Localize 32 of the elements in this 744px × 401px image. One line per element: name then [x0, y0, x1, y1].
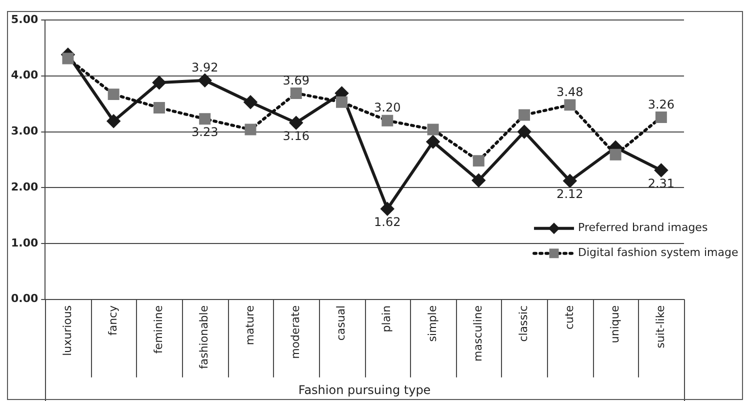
x-tick-label: luxurious: [60, 305, 74, 356]
x-tick-label: simple: [426, 305, 439, 342]
data-label: 1.62: [374, 214, 401, 229]
legend-label: Preferred brand images: [578, 221, 708, 234]
data-label: 2.12: [556, 187, 584, 202]
x-tick-label: fashionable: [198, 305, 211, 370]
x-tick-label: cute: [562, 305, 576, 330]
x-tick-label: mature: [243, 305, 256, 346]
legend-label: Digital fashion system image: [578, 246, 738, 260]
x-tick-label: casual: [334, 305, 348, 341]
x-tick-label: classic: [517, 305, 530, 342]
data-label: 3.20: [374, 100, 401, 115]
y-tick-label: 3.00: [11, 124, 38, 138]
y-tick-label: 5.00: [11, 12, 38, 26]
data-label: 3.26: [648, 97, 675, 112]
x-tick-label: unique: [608, 305, 622, 344]
data-label: 3.48: [556, 85, 584, 100]
data-label: 3.92: [191, 60, 218, 74]
y-tick-label: 0.00: [11, 292, 38, 306]
data-label: 3.16: [282, 128, 310, 143]
y-tick-label: 4.00: [11, 68, 38, 82]
y-tick-label: 2.00: [11, 180, 38, 194]
x-axis-title: Fashion pursuing type: [297, 383, 432, 398]
x-tick-label: feminine: [152, 305, 166, 354]
data-label: 2.31: [648, 176, 675, 190]
x-tick-label: fancy: [106, 304, 120, 336]
x-tick-label: plain: [380, 305, 394, 332]
y-tick-label: 1.00: [11, 236, 38, 250]
x-tick-label: suit-like: [654, 305, 668, 348]
x-tick-label: moderate: [288, 305, 302, 359]
x-tick-label: masculine: [472, 305, 485, 362]
data-label: 3.69: [282, 73, 310, 88]
